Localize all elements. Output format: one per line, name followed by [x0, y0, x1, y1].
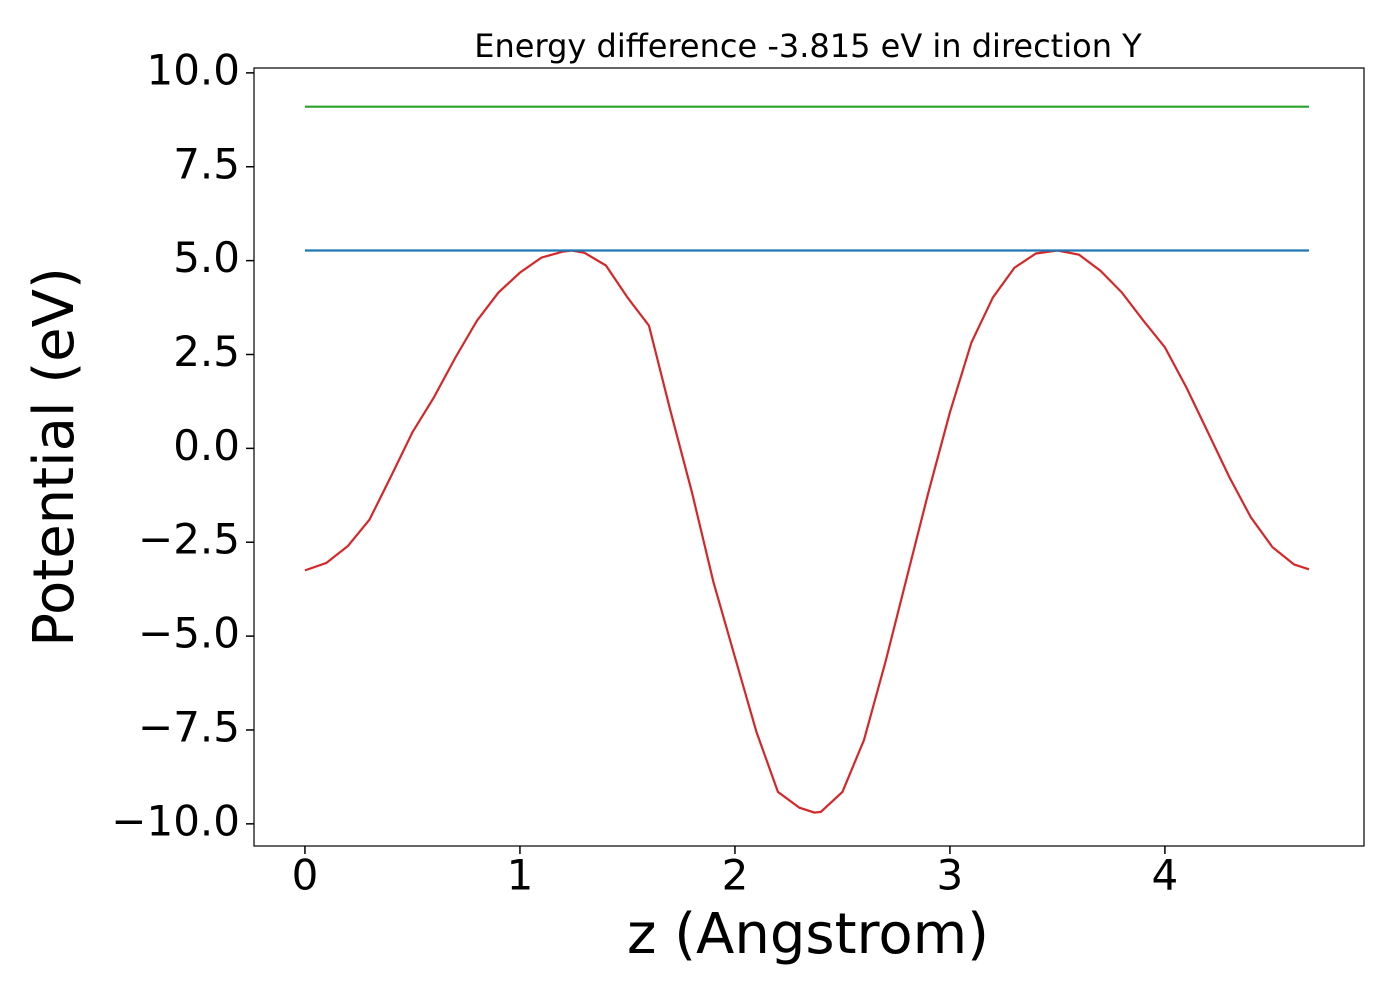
y-tick-label: 10.0 [146, 45, 240, 94]
chart-title: Energy difference -3.815 eV in direction… [474, 27, 1142, 65]
y-axis-label: Potential (eV) [22, 267, 87, 647]
y-tick-label: 2.5 [173, 327, 240, 376]
x-tick-label: 0 [292, 851, 319, 900]
y-tick-label: −2.5 [138, 515, 240, 564]
x-tick-label: 1 [507, 851, 534, 900]
x-tick-label: 2 [722, 851, 749, 900]
x-tick-label: 4 [1152, 851, 1179, 900]
plot-frame [253, 67, 1365, 847]
x-tick-label: 3 [937, 851, 964, 900]
y-tick-label: −7.5 [138, 702, 240, 751]
line [304, 249, 1310, 814]
y-tick-label: 0.0 [173, 421, 240, 470]
y-tick-label: −5.0 [138, 609, 240, 658]
y-tick-label: 5.0 [173, 233, 240, 282]
y-tick-label: 7.5 [173, 139, 240, 188]
y-tick-label: −10.0 [111, 796, 240, 845]
x-axis-label: z (Angstrom) [627, 902, 989, 967]
